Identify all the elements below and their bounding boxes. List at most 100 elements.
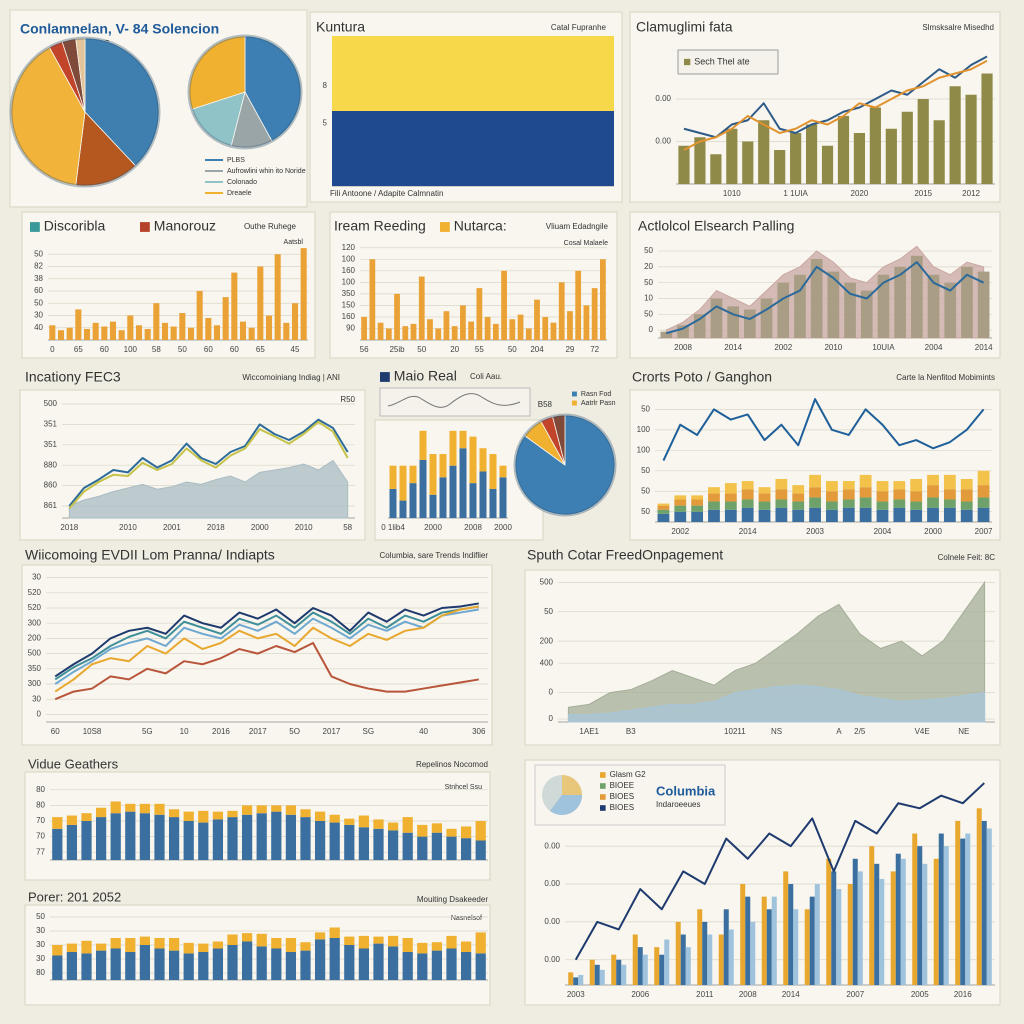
bar bbox=[977, 507, 990, 522]
y-tick-label: 0.00 bbox=[655, 137, 671, 146]
y-tick-label: 50 bbox=[34, 298, 43, 307]
bar bbox=[501, 270, 507, 340]
bar bbox=[927, 474, 939, 486]
bar bbox=[271, 938, 282, 949]
bar bbox=[139, 936, 151, 945]
y-tick-label: 100 bbox=[637, 445, 651, 454]
bar bbox=[358, 935, 370, 949]
bar bbox=[419, 459, 427, 518]
legend-label: Discoribla bbox=[44, 218, 106, 234]
bar bbox=[110, 801, 121, 814]
bar bbox=[691, 511, 704, 522]
bar bbox=[139, 945, 151, 980]
bar bbox=[241, 814, 253, 860]
x-tick-label: 50 bbox=[417, 345, 426, 354]
bar bbox=[876, 501, 889, 510]
bar bbox=[678, 145, 690, 184]
legend-label: BIOES bbox=[610, 792, 634, 801]
bar bbox=[329, 814, 340, 823]
bar bbox=[227, 810, 238, 818]
x-tick-label: 2/5 bbox=[854, 727, 866, 736]
bar bbox=[443, 311, 450, 340]
x-tick-label: 2018 bbox=[60, 523, 78, 532]
bar bbox=[402, 938, 413, 952]
pie-slice bbox=[10, 46, 86, 186]
bar bbox=[693, 314, 706, 338]
x-tick-label: 204 bbox=[530, 345, 544, 354]
chart-tag: Cosal Malaele bbox=[564, 240, 608, 247]
bar bbox=[344, 824, 355, 860]
bar bbox=[168, 809, 180, 818]
y-tick-label: 880 bbox=[44, 460, 58, 469]
bar bbox=[960, 509, 973, 522]
bar bbox=[927, 274, 940, 338]
bar bbox=[95, 807, 107, 818]
bar bbox=[874, 863, 880, 985]
bar bbox=[859, 474, 872, 488]
x-tick-label: 60 bbox=[51, 727, 60, 736]
y-tick-label: 0 bbox=[549, 688, 554, 697]
pie-rim bbox=[513, 413, 617, 517]
bar bbox=[183, 942, 194, 954]
y-tick-label: 70 bbox=[36, 832, 45, 841]
bar bbox=[893, 489, 906, 500]
bar bbox=[285, 952, 297, 980]
bar bbox=[857, 871, 863, 985]
bar bbox=[826, 509, 838, 522]
y-tick-label: 0.00 bbox=[544, 879, 560, 888]
y-tick-label: 200 bbox=[540, 636, 554, 645]
x-tick-label: 25ib bbox=[389, 345, 405, 354]
bar bbox=[573, 977, 579, 985]
bar bbox=[911, 255, 923, 338]
x-tick-label: 2008 bbox=[739, 990, 757, 999]
bar bbox=[657, 503, 670, 506]
x-tick-label: NE bbox=[958, 727, 969, 736]
bar bbox=[637, 947, 643, 985]
bar bbox=[809, 474, 821, 488]
bar bbox=[409, 465, 417, 484]
bar bbox=[449, 430, 457, 466]
bar bbox=[332, 36, 614, 111]
bar bbox=[792, 485, 805, 494]
bar bbox=[271, 805, 282, 812]
bar bbox=[960, 838, 966, 985]
bar bbox=[775, 499, 788, 508]
bar bbox=[52, 828, 63, 860]
bar bbox=[955, 820, 961, 985]
bar bbox=[222, 297, 229, 340]
x-tick-label: 29 bbox=[565, 345, 574, 354]
x-tick-label: NS bbox=[771, 727, 782, 736]
x-tick-label: 1AE1 bbox=[579, 727, 599, 736]
legend-label: Sech Thel ate bbox=[694, 56, 749, 66]
bar bbox=[300, 248, 307, 340]
bar bbox=[710, 298, 723, 338]
bar bbox=[285, 814, 297, 860]
bar bbox=[475, 840, 486, 860]
bar bbox=[741, 481, 754, 490]
bar bbox=[476, 288, 483, 340]
bar bbox=[804, 909, 810, 985]
bar bbox=[499, 465, 507, 478]
bar bbox=[489, 488, 497, 518]
pie-slice bbox=[188, 35, 246, 110]
bar bbox=[110, 948, 121, 980]
bar bbox=[724, 501, 737, 510]
bar bbox=[621, 964, 627, 985]
y-tick-label: 82 bbox=[34, 262, 43, 271]
bar bbox=[66, 943, 78, 952]
bar bbox=[680, 934, 686, 985]
bar bbox=[256, 946, 267, 980]
bar bbox=[460, 305, 466, 340]
bar bbox=[842, 489, 855, 500]
bar bbox=[660, 331, 673, 338]
bar bbox=[127, 315, 134, 340]
bar bbox=[212, 948, 224, 980]
x-tick-label: SG bbox=[363, 727, 375, 736]
bar bbox=[901, 111, 913, 184]
bar bbox=[399, 465, 407, 501]
bar bbox=[877, 274, 890, 338]
bar bbox=[484, 316, 491, 340]
x-tick-label: 2017 bbox=[323, 727, 341, 736]
bar bbox=[431, 950, 443, 980]
bar bbox=[460, 952, 472, 980]
